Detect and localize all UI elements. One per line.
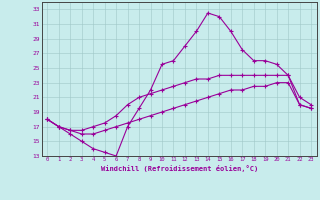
X-axis label: Windchill (Refroidissement éolien,°C): Windchill (Refroidissement éolien,°C) bbox=[100, 165, 258, 172]
